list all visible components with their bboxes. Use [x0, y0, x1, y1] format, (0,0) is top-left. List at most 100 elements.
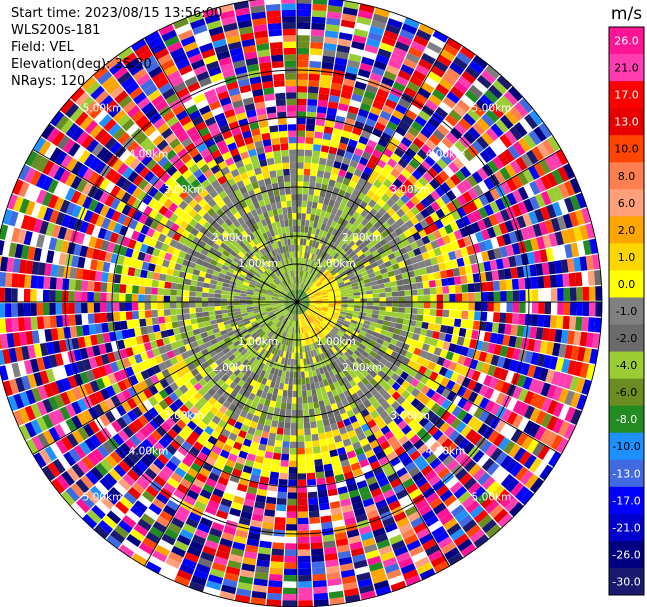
- velocity-cell: [69, 267, 78, 279]
- velocity-cell: [345, 230, 353, 238]
- velocity-cell: [556, 215, 567, 231]
- velocity-cell: [555, 357, 565, 372]
- velocity-cell: [59, 421, 72, 436]
- velocity-cell: [330, 375, 338, 384]
- velocity-cell: [575, 192, 587, 209]
- velocity-cell: [357, 381, 365, 390]
- velocity-cell: [398, 290, 405, 297]
- velocity-cell: [236, 588, 252, 597]
- velocity-cell: [273, 319, 280, 325]
- velocity-cell: [404, 302, 412, 308]
- velocity-cell: [460, 319, 468, 329]
- velocity-cell: [201, 302, 209, 307]
- velocity-cell: [373, 164, 383, 174]
- velocity-cell: [352, 468, 364, 478]
- velocity-cell: [253, 308, 260, 312]
- velocity-cell: [346, 258, 354, 265]
- velocity-cell: [257, 553, 271, 562]
- velocity-cell: [461, 376, 472, 388]
- velocity-cell: [496, 235, 506, 247]
- velocity-cell: [451, 394, 463, 406]
- velocity-cell: [358, 135, 369, 145]
- velocity-cell: [204, 440, 215, 451]
- velocity-cell: [82, 167, 94, 182]
- velocity-cell: [264, 327, 271, 334]
- velocity-cell: [363, 543, 378, 554]
- velocity-cell: [328, 179, 336, 188]
- velocity-cell: [252, 435, 261, 444]
- velocity-cell: [286, 396, 293, 404]
- velocity-cell: [392, 46, 408, 58]
- velocity-cell: [278, 297, 285, 300]
- velocity-cell: [328, 590, 344, 599]
- velocity-cell: [312, 573, 327, 582]
- velocity-cell: [310, 284, 316, 290]
- velocity-cell: [157, 453, 170, 465]
- velocity-cell: [297, 441, 305, 449]
- velocity-cell: [549, 274, 558, 288]
- velocity-cell: [252, 507, 265, 516]
- velocity-cell: [159, 410, 170, 422]
- velocity-cell: [101, 150, 114, 164]
- velocity-cell: [165, 417, 176, 428]
- velocity-cell: [437, 467, 451, 480]
- velocity-cell: [273, 290, 280, 295]
- velocity-cell: [409, 488, 422, 500]
- velocity-cell: [275, 510, 287, 518]
- velocity-cell: [487, 160, 499, 174]
- velocity-cell: [491, 484, 505, 499]
- velocity-cell: [322, 230, 328, 239]
- velocity-cell: [362, 274, 370, 281]
- velocity-cell: [539, 249, 548, 263]
- velocity-cell: [286, 403, 292, 410]
- velocity-cell: [0, 272, 7, 287]
- velocity-cell: [385, 24, 401, 35]
- velocity-cell: [220, 354, 228, 362]
- velocity-cell: [285, 311, 290, 318]
- velocity-cell: [276, 349, 282, 357]
- velocity-cell: [405, 199, 416, 210]
- velocity-cell: [193, 213, 203, 223]
- velocity-cell: [190, 227, 200, 237]
- velocity-cell: [38, 449, 52, 465]
- velocity-cell: [358, 253, 367, 261]
- velocity-cell: [301, 293, 307, 298]
- velocity-cell: [307, 396, 313, 404]
- velocity-cell: [321, 337, 327, 345]
- velocity-cell: [312, 3, 327, 12]
- velocity-cell: [285, 371, 290, 378]
- velocity-cell: [557, 166, 570, 182]
- velocity-cell: [335, 195, 344, 204]
- velocity-cell: [340, 183, 349, 192]
- velocity-cell: [345, 373, 354, 382]
- velocity-cell: [241, 563, 256, 572]
- velocity-cell: [297, 60, 309, 68]
- velocity-cell: [304, 371, 309, 378]
- velocity-cell: [432, 264, 440, 273]
- velocity-cell: [415, 499, 429, 511]
- velocity-cell: [273, 291, 280, 296]
- velocity-cell: [230, 321, 238, 328]
- velocity-cell: [499, 167, 512, 181]
- velocity-cell: [390, 152, 401, 163]
- velocity-cell: [331, 166, 340, 175]
- velocity-cell: [308, 252, 313, 260]
- velocity-cell: [440, 193, 452, 205]
- velocity-cell: [321, 278, 328, 284]
- velocity-cell: [172, 232, 182, 242]
- velocity-cell: [126, 468, 140, 482]
- velocity-cell: [158, 273, 167, 282]
- velocity-cell: [403, 86, 417, 98]
- velocity-cell: [353, 168, 363, 178]
- velocity-cell: [81, 456, 95, 470]
- velocity-cell: [382, 557, 398, 568]
- velocity-cell: [500, 381, 511, 395]
- velocity-cell: [178, 200, 188, 211]
- velocity-cell: [132, 310, 140, 320]
- velocity-cell: [87, 280, 95, 292]
- velocity-cell: [166, 350, 176, 359]
- velocity-cell: [558, 183, 570, 199]
- velocity-cell: [330, 267, 337, 274]
- velocity-cell: [441, 317, 449, 326]
- velocity-cell: [528, 165, 540, 180]
